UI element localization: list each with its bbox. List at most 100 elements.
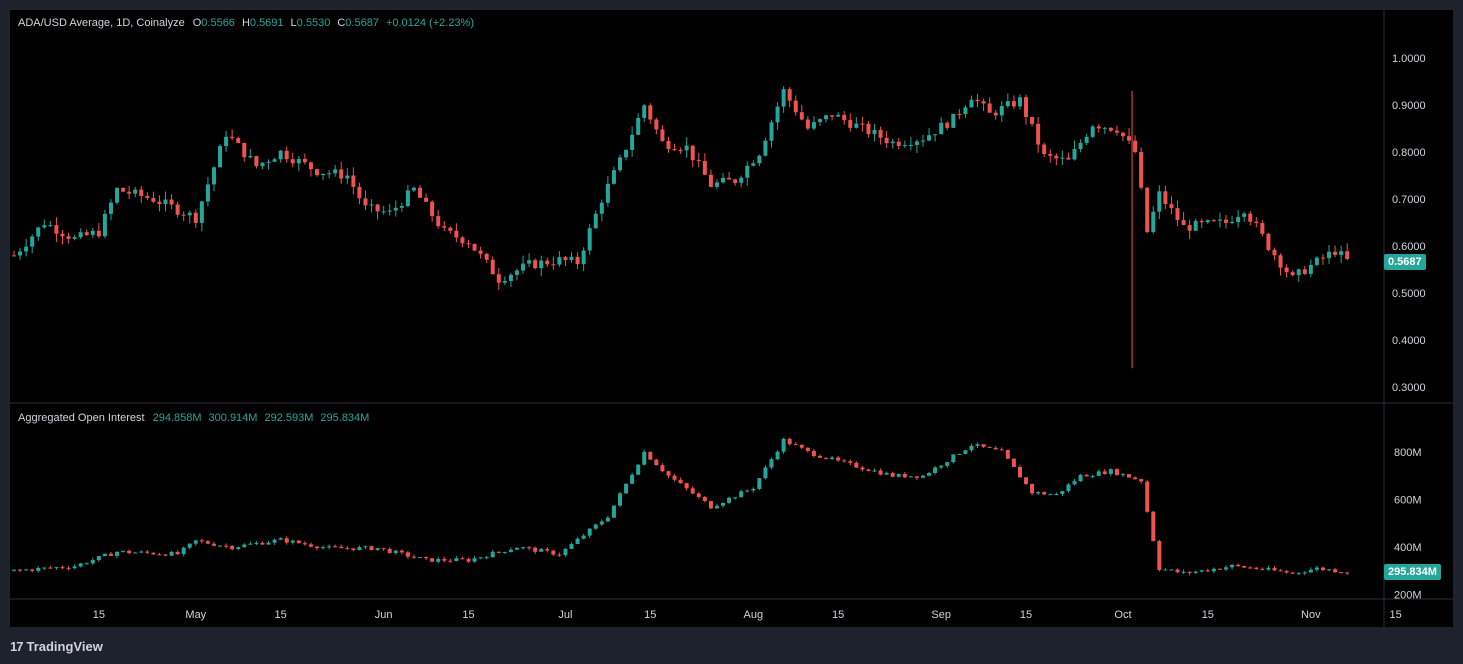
oi-candle-body bbox=[327, 546, 332, 548]
oi-candle-body bbox=[1217, 568, 1222, 570]
price-candle-body bbox=[278, 150, 283, 160]
oi-candle-body bbox=[714, 505, 719, 509]
oi-candle-body bbox=[1296, 572, 1301, 574]
oi-candle-body bbox=[345, 548, 350, 550]
open-interest-candles bbox=[12, 437, 1350, 576]
oi-candle-body bbox=[1108, 469, 1113, 474]
time-tick-label: Oct bbox=[1114, 609, 1131, 621]
oi-candle-body bbox=[1090, 475, 1095, 477]
price-candle-body bbox=[369, 204, 374, 206]
price-tick-label: 0.3000 bbox=[1392, 382, 1426, 394]
price-candle-body bbox=[890, 141, 895, 144]
price-candle-body bbox=[714, 182, 719, 187]
oi-candle-body bbox=[1187, 571, 1192, 573]
price-candle-body bbox=[211, 167, 216, 185]
price-candle-body bbox=[842, 114, 847, 121]
oi-candle-body bbox=[1066, 484, 1071, 492]
oi-candle-body bbox=[1127, 474, 1132, 478]
oi-candle-body bbox=[321, 547, 326, 549]
price-candle-body bbox=[18, 251, 23, 256]
low-value: 0.5530 bbox=[296, 17, 331, 29]
price-candle-body bbox=[1169, 204, 1174, 209]
oi-candle-body bbox=[975, 444, 980, 446]
price-candle-body bbox=[418, 187, 423, 198]
oi-candle-body bbox=[981, 444, 986, 447]
price-candle-body bbox=[490, 259, 495, 275]
oi-candle-body bbox=[896, 473, 901, 477]
oi-candle-body bbox=[1236, 564, 1241, 566]
price-candle-body bbox=[563, 257, 568, 261]
oi-candle-body bbox=[824, 457, 829, 459]
price-candle-body bbox=[1042, 144, 1047, 155]
price-candle-body bbox=[933, 134, 938, 136]
price-candle-body bbox=[1345, 251, 1350, 259]
oi-candle-body bbox=[236, 547, 241, 550]
price-candle-body bbox=[539, 260, 544, 269]
price-candle-body bbox=[721, 177, 726, 183]
oi-candle-body bbox=[702, 496, 707, 502]
price-candle-body bbox=[993, 112, 998, 116]
oi-candle-body bbox=[1266, 567, 1271, 570]
price-candle-body bbox=[448, 227, 453, 231]
price-tick-label: 0.4000 bbox=[1392, 335, 1426, 347]
oi-candle-body bbox=[478, 557, 483, 559]
price-candle-body bbox=[442, 226, 447, 228]
oi-candle-body bbox=[757, 478, 762, 489]
oi-candle-body bbox=[1230, 564, 1235, 568]
oi-candle-body bbox=[133, 552, 138, 554]
oi-candle-body bbox=[1042, 492, 1047, 495]
price-candle-body bbox=[345, 175, 350, 179]
oi-candle-body bbox=[921, 475, 925, 478]
price-candle-body bbox=[836, 114, 841, 117]
oi-candle-body bbox=[224, 545, 229, 547]
oi-candle-body bbox=[945, 462, 950, 466]
price-candle-body bbox=[1248, 213, 1253, 222]
price-candle-body bbox=[866, 123, 871, 135]
oi-candle-body bbox=[1284, 571, 1289, 573]
oi-candle-body bbox=[357, 547, 362, 551]
price-candle-body bbox=[939, 122, 944, 135]
price-candle-body bbox=[781, 89, 786, 107]
price-candle-body bbox=[72, 237, 77, 239]
oi-candle-body bbox=[872, 470, 877, 472]
oi-candle-body bbox=[72, 566, 77, 569]
price-candle-body bbox=[363, 198, 368, 206]
price-candle-body bbox=[1102, 127, 1107, 129]
oi-candle-body bbox=[805, 447, 810, 451]
price-candle-body bbox=[121, 188, 126, 192]
price-candle-body bbox=[1296, 269, 1301, 276]
price-candle-body bbox=[769, 122, 774, 141]
chart-canvas[interactable]: 1.0000 0.9000 0.8000 0.7000 0.6000 0.5000 0.40… bbox=[10, 10, 1453, 627]
price-candle-body bbox=[1030, 116, 1035, 124]
footer-brand[interactable]: 17 TradingView bbox=[10, 636, 103, 656]
oi-candle-body bbox=[1181, 571, 1186, 573]
oi-candle-body bbox=[654, 459, 659, 466]
oi-candle-body bbox=[266, 542, 271, 545]
price-candle-body bbox=[224, 136, 229, 147]
oi-candle-body bbox=[411, 556, 416, 558]
price-candle-body bbox=[296, 158, 301, 164]
price-candle-body bbox=[981, 101, 986, 104]
price-tick-label: 0.6000 bbox=[1392, 241, 1426, 253]
price-tick-label: 0.5000 bbox=[1392, 288, 1426, 300]
price-candle-body bbox=[478, 250, 483, 254]
oi-candle-body bbox=[1224, 567, 1228, 570]
price-candle-body bbox=[854, 123, 859, 128]
oi-candle-body bbox=[108, 553, 113, 556]
price-candle-body bbox=[708, 174, 713, 187]
chart-frame[interactable]: 1.0000 0.9000 0.8000 0.7000 0.6000 0.5000 0.40… bbox=[10, 10, 1453, 627]
price-candle-body bbox=[1242, 213, 1247, 217]
price-candle-body bbox=[957, 113, 962, 115]
price-candle-body bbox=[466, 243, 471, 245]
price-candle-body bbox=[387, 210, 392, 212]
price-candle-body bbox=[975, 99, 980, 102]
price-candle-body bbox=[66, 236, 71, 239]
price-candle-body bbox=[914, 141, 919, 145]
price-candle-body bbox=[254, 156, 259, 167]
oi-candle-body bbox=[618, 493, 622, 506]
price-candle-body bbox=[1017, 97, 1022, 107]
price-candle-body bbox=[672, 148, 677, 151]
price-candle-body bbox=[751, 163, 756, 166]
price-candle-body bbox=[260, 162, 265, 167]
oi-candle-body bbox=[1030, 483, 1035, 494]
